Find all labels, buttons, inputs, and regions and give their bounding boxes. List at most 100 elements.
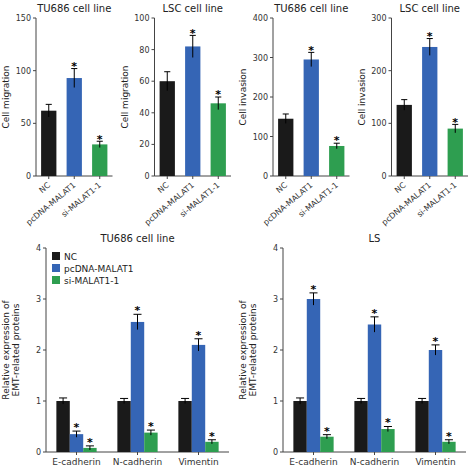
y-tick [33, 18, 36, 19]
error-cap [296, 397, 304, 398]
annotation: * [452, 116, 458, 129]
bar [160, 81, 175, 176]
error-bar [59, 398, 67, 404]
annotations: ** [308, 44, 340, 148]
y-tick [152, 112, 155, 113]
y-tick-label: 200 [253, 93, 268, 102]
y-tick [43, 299, 46, 300]
y-tick-label: 0 [26, 172, 31, 181]
y-tick [33, 176, 36, 177]
bar [422, 47, 437, 176]
x-tick-label: E-cadherin [52, 457, 100, 467]
bar [144, 433, 157, 452]
y-label-line: Cell migration [120, 65, 130, 128]
title: TU686 cell line [99, 233, 174, 244]
x-tick [192, 176, 193, 179]
marks [278, 52, 344, 176]
y-tick-label: 0 [36, 448, 41, 457]
y-tick [43, 401, 46, 402]
legend: NCpcDNA-MALAT1si-MALAT1-1 [52, 252, 133, 286]
y-tick-label: 2 [273, 346, 278, 355]
error-line [300, 398, 301, 404]
y-tick-label: 2 [36, 346, 41, 355]
y-tick [280, 452, 283, 453]
annotation: * [334, 134, 340, 147]
x-tick [336, 176, 337, 179]
x-tick [374, 452, 375, 455]
y-label: Relative expression ofEMT-related protei… [1, 300, 21, 400]
y-tick-label: 80 [139, 46, 149, 55]
bar [415, 401, 428, 452]
y-tick-label: 150 [16, 14, 31, 23]
error-bar [296, 398, 304, 404]
bar [278, 119, 293, 176]
annotation: * [148, 420, 154, 433]
error-bar [401, 100, 407, 111]
x-tick-label: N-cadherin [350, 457, 399, 467]
y-tick [152, 49, 155, 50]
y-tick [33, 123, 36, 124]
y-tick-label: 0 [273, 448, 278, 457]
annotation: * [97, 133, 103, 146]
error-line [185, 398, 186, 403]
error-cap [120, 398, 128, 399]
x-tick [74, 176, 75, 179]
error-bar [46, 104, 52, 117]
y-label: Relative expression ofEMT-related protei… [238, 300, 258, 400]
x-tick [76, 452, 77, 455]
y-tick [389, 176, 392, 177]
x-tick [99, 176, 100, 179]
y-tick-label: 4 [273, 244, 278, 253]
error-line [48, 104, 49, 117]
bar [67, 78, 82, 176]
annotation: * [385, 416, 391, 429]
y-axis [36, 18, 37, 176]
annotation: * [209, 430, 215, 443]
x-tick [311, 176, 312, 179]
x-tick-label: si-MALAT1-1 [178, 181, 221, 219]
bar [304, 59, 319, 176]
annotations: ** [71, 60, 103, 146]
y-tick-label: 300 [371, 14, 386, 23]
y-tick [270, 136, 273, 137]
x-tick-label: si-MALAT1-1 [60, 181, 103, 219]
title: LSC cell line [399, 3, 460, 14]
y-tick [270, 57, 273, 58]
y-label: Cell migration [120, 65, 130, 128]
error-cap [357, 398, 365, 399]
y-label: Cell invasion [238, 68, 248, 125]
chart: TU686 cell line0100200300400Cell invasio… [238, 3, 350, 227]
x-tick-label: NC [274, 180, 289, 195]
legend-swatch [52, 264, 60, 272]
bar [381, 429, 394, 452]
bar [354, 401, 367, 452]
error-bar [120, 398, 128, 403]
error-line [285, 114, 286, 123]
annotations: ** [190, 27, 222, 102]
y-tick-label: 100 [16, 67, 31, 76]
y-tick [280, 248, 283, 249]
x-tick [48, 176, 49, 179]
y-tick-label: 4 [36, 244, 41, 253]
y-tick [152, 176, 155, 177]
x-tick [313, 452, 314, 455]
bar [293, 401, 306, 452]
y-label: Cell invasion [357, 68, 367, 125]
bar [178, 401, 191, 452]
chart: TU686 cell line050100150Cell migrationNC… [1, 3, 113, 227]
y-tick [280, 299, 283, 300]
x-tick [435, 452, 436, 455]
bar [117, 401, 130, 452]
x-tick-label: Vimentin [415, 457, 455, 467]
y-tick-label: 0 [263, 172, 268, 181]
bar [307, 299, 320, 452]
y-tick [152, 81, 155, 82]
x-tick [429, 176, 430, 179]
bar [56, 401, 69, 452]
annotations: ** [427, 30, 459, 129]
error-bar [357, 398, 365, 403]
y-tick [43, 452, 46, 453]
bar [92, 144, 107, 176]
error-line [124, 398, 125, 403]
error-line [361, 398, 362, 403]
